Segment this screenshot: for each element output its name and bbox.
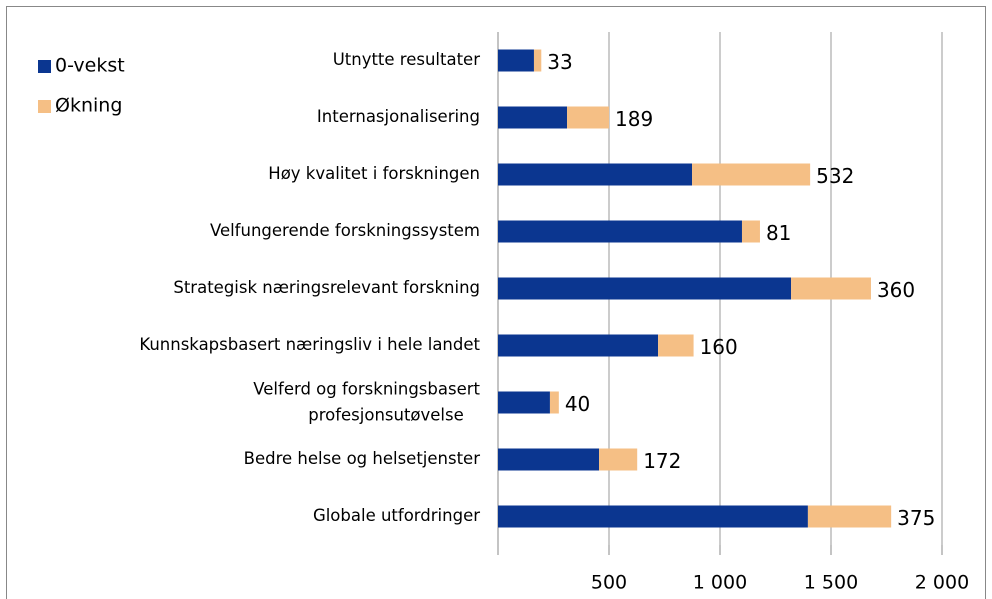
data-label: 172: [643, 449, 681, 473]
data-label: 375: [897, 506, 935, 530]
legend-label: Økning: [55, 95, 122, 117]
data-label: 189: [615, 107, 653, 131]
bar-segment: [498, 163, 693, 186]
bar-segment: [498, 49, 534, 72]
y-tick-label: Velfungerende forskningssystem: [210, 221, 480, 240]
bar-segment: [498, 106, 568, 129]
x-tick-label: 500: [591, 572, 627, 594]
bar-segment: [498, 334, 659, 357]
y-tick-label: Kunnskapsbasert næringsliv i hele landet: [139, 335, 480, 354]
data-label: 33: [547, 50, 572, 74]
legend-label: 0-vekst: [55, 55, 125, 77]
bar-segment: [549, 391, 559, 414]
bar-segment: [692, 163, 811, 186]
x-tick-label: 1 000: [693, 572, 747, 594]
bar-segment: [498, 220, 742, 243]
y-tick-label: Internasjonalisering: [317, 107, 480, 126]
y-tick-label: Strategisk næringsrelevant forskning: [173, 278, 480, 297]
data-label: 532: [816, 164, 854, 188]
bar-segment: [599, 448, 638, 471]
bar-segment: [533, 49, 542, 72]
bar-segment: [741, 220, 760, 243]
bar-segment: [498, 277, 792, 300]
y-tick-label: Velferd og forskningsbasert profesjonsutø…: [253, 379, 480, 424]
data-label: 360: [877, 278, 915, 302]
bar-segment: [567, 106, 609, 129]
data-label: 40: [565, 392, 590, 416]
bar-segment: [807, 505, 892, 528]
x-tick-label: 2 000: [915, 572, 969, 594]
x-tick-label: 1 500: [804, 572, 858, 594]
y-tick-label: Globale utfordringer: [313, 506, 480, 525]
y-tick-label: Bedre helse og helsetjenster: [244, 449, 481, 468]
bar-segment: [498, 391, 550, 414]
bar-segment: [498, 505, 808, 528]
chart-border: [6, 6, 986, 599]
bar-segment: [791, 277, 871, 300]
legend-swatch: [38, 60, 51, 73]
y-tick-label: Utnytte resultater: [333, 50, 481, 69]
data-label: 160: [700, 335, 738, 359]
data-label: 81: [766, 221, 791, 245]
bar-segment: [498, 448, 600, 471]
legend-swatch: [38, 100, 51, 113]
bar-segment: [658, 334, 694, 357]
y-tick-label: Høy kvalitet i forskningen: [268, 164, 480, 183]
